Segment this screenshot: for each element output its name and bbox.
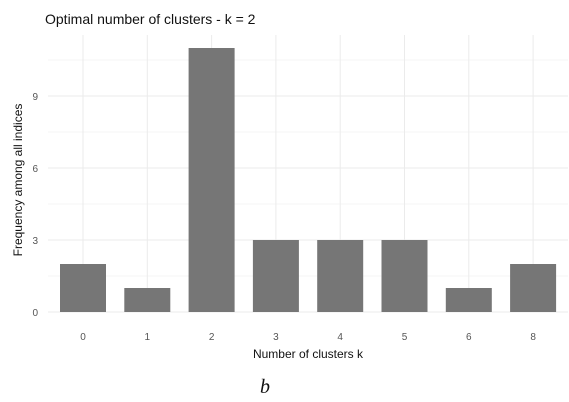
bar-4: [317, 240, 364, 312]
bar-5: [381, 240, 428, 312]
x-tick-labels: 0 1 2 3 4 5 6 8: [80, 332, 536, 343]
y-tick-label: 6: [32, 164, 38, 175]
y-tick-labels: 0 3 6 9: [32, 92, 38, 319]
grid: [48, 35, 568, 313]
bar-2: [188, 48, 235, 312]
x-tick-label: 4: [337, 332, 343, 343]
y-axis-title: Frequency among all indices: [11, 104, 25, 257]
bar-1: [124, 288, 171, 312]
bar-3: [252, 240, 299, 312]
x-tick-label: 8: [530, 332, 536, 343]
x-tick-label: 6: [466, 332, 472, 343]
y-tick-label: 3: [32, 236, 38, 247]
x-tick-label: 5: [402, 332, 408, 343]
bars: [60, 48, 557, 312]
x-tick-label: 1: [145, 332, 151, 343]
chart-title: Optimal number of clusters - k = 2: [45, 11, 256, 27]
x-tick-label: 0: [80, 332, 86, 343]
figure-caption: b: [260, 376, 270, 398]
x-axis-title: Number of clusters k: [253, 347, 364, 361]
bar-6: [445, 288, 492, 312]
y-tick-label: 9: [32, 92, 38, 103]
bar-8: [510, 264, 557, 312]
x-tick-label: 2: [209, 332, 215, 343]
y-tick-label: 0: [32, 308, 38, 319]
bar-0: [60, 264, 106, 312]
x-tick-label: 3: [273, 332, 279, 343]
